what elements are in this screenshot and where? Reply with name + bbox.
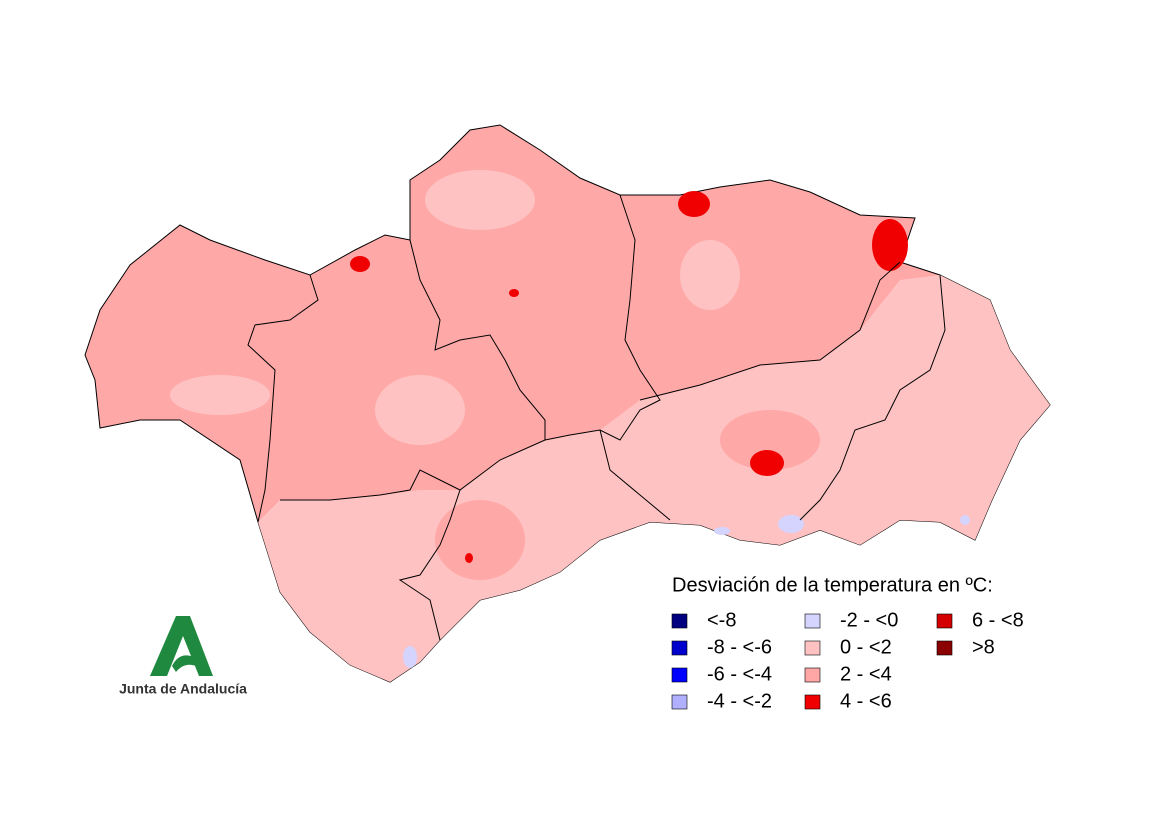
province-borders <box>247 194 946 641</box>
cooler-zone <box>258 275 1050 682</box>
cool-patch <box>425 170 535 230</box>
hot-spot <box>872 219 908 271</box>
legend-swatch <box>671 667 688 683</box>
legend-label: -8 - <-6 <box>707 636 772 658</box>
border <box>247 274 319 523</box>
legend-label: -6 - <-4 <box>707 663 772 685</box>
border <box>639 261 901 401</box>
legend-label: -2 - <0 <box>840 609 898 631</box>
border <box>799 274 946 521</box>
legend-swatch <box>671 694 688 710</box>
legend-label: -4 - <-2 <box>707 690 772 712</box>
legend-swatch <box>936 613 953 629</box>
cool-patch <box>375 375 465 445</box>
hot-spot <box>750 450 784 476</box>
border <box>409 239 546 440</box>
legend-label: 4 - <6 <box>840 690 892 712</box>
hot-spot <box>350 256 370 272</box>
cool-patch <box>170 375 270 415</box>
andalusia-map <box>84 124 1051 683</box>
hot-spot <box>509 289 519 297</box>
legend-swatch <box>936 640 953 656</box>
cool-patch <box>680 240 740 310</box>
border <box>280 194 661 501</box>
legend-swatch <box>804 694 821 710</box>
legend-swatch <box>671 613 688 629</box>
legend-swatch <box>804 667 821 683</box>
border <box>599 429 671 521</box>
warm-patch <box>720 410 820 470</box>
legend-title: Desviación de la temperatura en ºC: <box>672 574 993 596</box>
cold-spot <box>778 515 804 533</box>
warm-patch <box>435 500 525 580</box>
logo-mark <box>150 616 213 676</box>
logo: Junta de Andalucía <box>119 616 247 697</box>
legend-label: 6 - <8 <box>972 609 1024 631</box>
legend-swatch <box>804 613 821 629</box>
legend: Desviación de la temperatura en ºC: <-8 -… <box>671 574 1024 712</box>
hot-spot <box>465 553 473 563</box>
legend-swatch <box>671 640 688 656</box>
cold-spot <box>960 515 970 525</box>
cold-spot <box>714 527 730 535</box>
border <box>398 489 461 641</box>
legend-label: 2 - <4 <box>840 663 892 685</box>
legend-swatch <box>804 640 821 656</box>
legend-label: <-8 <box>707 609 736 631</box>
logo-text: Junta de Andalucía <box>119 681 247 697</box>
legend-label: 0 - <2 <box>840 636 892 658</box>
hot-spot <box>678 191 710 217</box>
cold-spot <box>403 646 417 668</box>
legend-label: >8 <box>972 636 995 658</box>
